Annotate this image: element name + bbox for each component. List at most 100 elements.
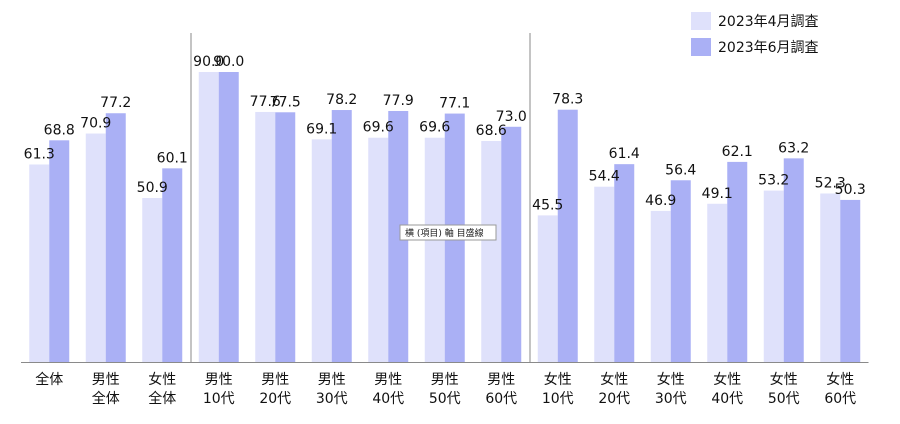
category-label: 女性 [826, 371, 854, 388]
value-label: 61.3 [24, 146, 55, 162]
value-label: 52.3 [815, 175, 846, 191]
value-label: 62.1 [722, 144, 753, 160]
category-label: 60代 [824, 391, 856, 407]
category-label: 男性 [374, 372, 402, 388]
category-label: 50代 [429, 391, 461, 407]
bar-jun-6 [388, 110, 409, 362]
category-label: 女性 [657, 371, 685, 388]
bar-apr-14 [820, 193, 841, 362]
value-label: 53.2 [758, 173, 789, 189]
category-label: 40代 [711, 391, 743, 407]
category-label: 全体 [35, 371, 63, 388]
bar-apr-7 [424, 137, 445, 362]
category-label: 60代 [485, 391, 517, 407]
value-label: 90.0 [193, 54, 224, 70]
value-label: 63.2 [778, 140, 809, 156]
value-label: 46.9 [645, 193, 676, 209]
category-label: 10代 [542, 391, 574, 407]
bar-jun-9 [557, 109, 578, 362]
legend: 2023年4月調査 2023年6月調査 [691, 12, 819, 56]
category-label: 20代 [598, 391, 630, 407]
bar-apr-13 [763, 190, 784, 362]
category-label: 男性 [92, 372, 120, 388]
value-label: 77.1 [439, 96, 470, 112]
bar-jun-12 [727, 161, 748, 362]
value-label: 54.4 [589, 169, 620, 185]
value-label: 49.1 [702, 186, 733, 202]
bar-jun-0 [49, 140, 70, 362]
category-label: 男性 [261, 372, 289, 388]
category-label: 30代 [316, 391, 348, 407]
bar-apr-0 [29, 164, 50, 362]
bar-apr-10 [594, 186, 615, 362]
bar-jun-2 [162, 168, 183, 362]
tooltip-text: 横 (項目) 軸 目盛線 [405, 227, 484, 239]
value-label: 77.5 [270, 94, 301, 110]
category-label: 男性 [205, 372, 233, 388]
legend-swatch [691, 38, 711, 56]
value-label: 50.9 [137, 180, 168, 196]
bar-apr-2 [142, 197, 163, 362]
category-label: 50代 [768, 391, 800, 407]
value-label: 77.2 [100, 95, 131, 111]
bar-jun-5 [331, 110, 352, 363]
category-label: 男性 [487, 372, 515, 388]
axis-tooltip: 横 (項目) 軸 目盛線 [399, 224, 497, 241]
value-labels-layer: 61.3 70.9 50.9 90.0 77.6 69.1 69.6 69.6 68.6 45.5… [24, 54, 866, 213]
category-label: 女性 [600, 371, 628, 388]
value-label: 90.0 [213, 54, 244, 70]
bar-jun-8 [501, 126, 522, 363]
legend-label: 2023年6月調査 [718, 40, 819, 56]
bar-apr-4 [255, 111, 276, 362]
bar-apr-1 [85, 133, 106, 362]
tooltip-box [399, 224, 497, 241]
category-label: 全体 [92, 390, 120, 407]
bar-jun-11 [670, 180, 691, 362]
category-label: 全体 [148, 390, 176, 407]
value-label: 56.4 [665, 162, 696, 178]
value-label: 78.2 [326, 92, 357, 108]
bar-jun-3 [218, 72, 239, 362]
category-label: 10代 [203, 391, 235, 407]
value-label: 68.6 [476, 123, 507, 139]
value-label: 60.1 [157, 150, 188, 166]
value-label: 70.9 [80, 116, 111, 132]
bar-apr-12 [707, 203, 728, 362]
bar-apr-3 [198, 72, 219, 362]
value-label: 69.6 [363, 120, 394, 136]
x-axis: 全体 男性全体女性全体男性10代男性20代男性30代男性40代男性50代男性60代… [21, 33, 869, 407]
bar-jun-1 [105, 113, 126, 362]
bar-apr-6 [368, 137, 389, 362]
category-label: 30代 [655, 391, 687, 407]
bar-apr-9 [537, 215, 558, 362]
value-label: 77.9 [383, 93, 414, 109]
value-label: 73.0 [496, 109, 527, 125]
category-label: 女性 [544, 371, 572, 388]
bar-apr-5 [311, 139, 332, 362]
category-label: 女性 [713, 371, 741, 388]
bar-jun-14 [840, 199, 861, 362]
legend-label: 2023年4月調査 [718, 14, 819, 30]
bar-apr-8 [481, 140, 502, 362]
bars-layer [29, 72, 861, 363]
bar-jun-13 [783, 158, 804, 362]
bar-jun-10 [614, 164, 635, 362]
category-label: 女性 [148, 371, 176, 388]
value-label: 61.4 [609, 146, 640, 162]
value-label: 68.8 [44, 122, 75, 138]
value-label: 78.3 [552, 92, 583, 108]
bar-apr-11 [650, 210, 671, 362]
category-label: 20代 [259, 391, 291, 407]
category-label: 女性 [770, 371, 798, 388]
value-label: 45.5 [532, 197, 563, 213]
category-label: 男性 [318, 372, 346, 388]
value-label: 69.1 [306, 121, 337, 137]
legend-swatch [691, 12, 711, 30]
category-label: 40代 [372, 391, 404, 407]
value-label: 77.6 [250, 94, 281, 110]
category-label: 男性 [431, 372, 459, 388]
value-label: 69.6 [419, 120, 450, 136]
bar-jun-4 [275, 112, 296, 363]
value-label: 50.3 [835, 182, 866, 198]
